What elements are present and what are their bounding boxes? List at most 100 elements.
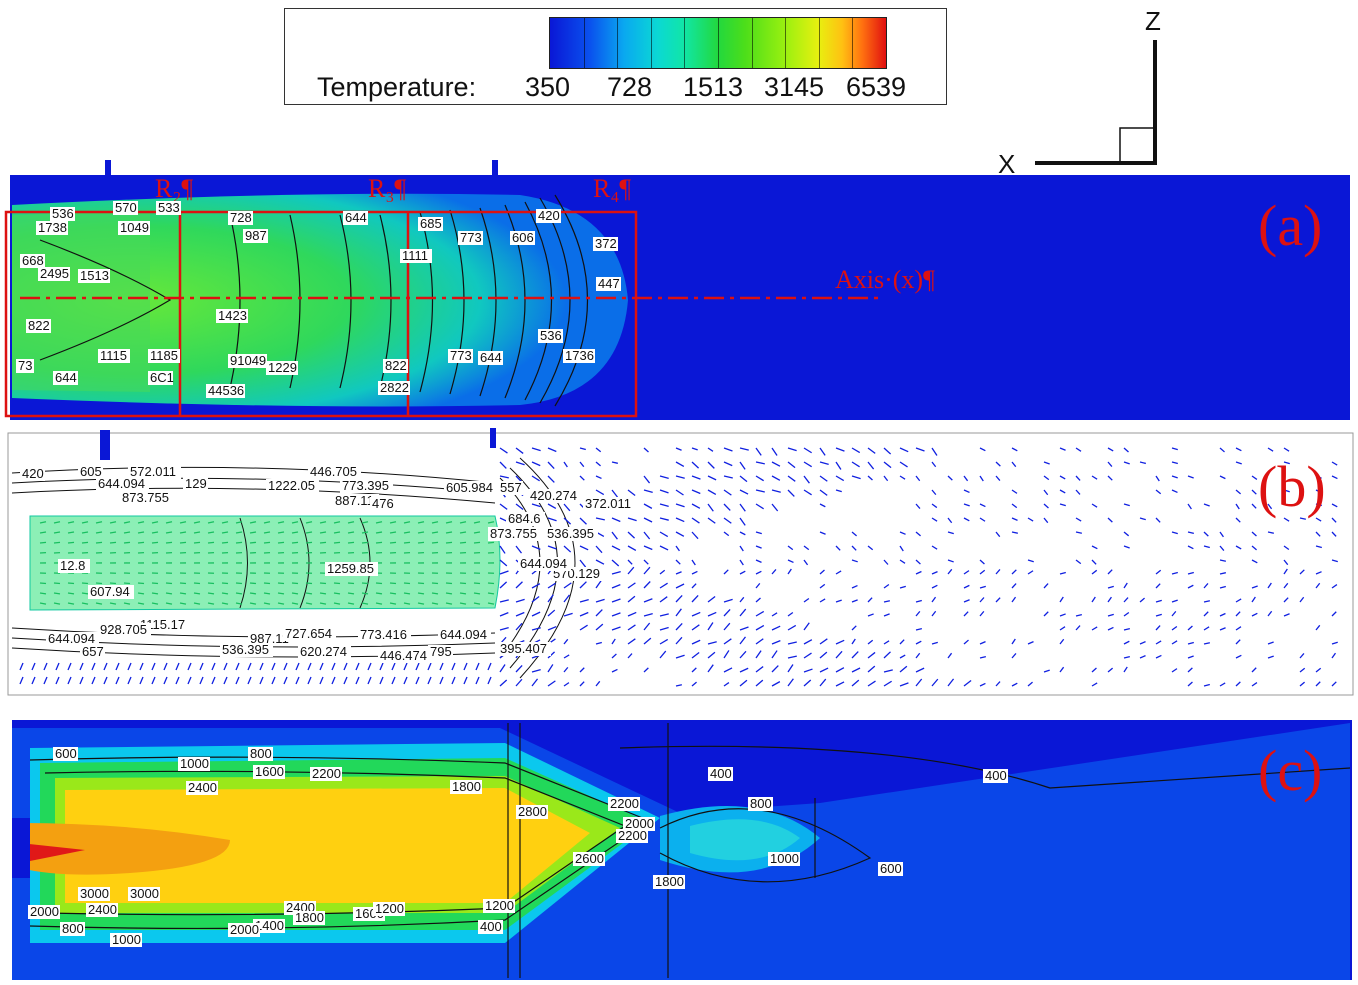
velocity-vector: [445, 541, 453, 544]
velocity-vector: [163, 676, 168, 685]
velocity-vector: [707, 461, 715, 469]
velocity-vector: [819, 598, 826, 603]
contour-label: 644.094: [48, 631, 95, 646]
velocity-vector: [1235, 489, 1242, 495]
velocity-vector: [1267, 503, 1273, 510]
velocity-vector: [95, 541, 103, 544]
velocity-vector: [563, 517, 572, 525]
velocity-vector: [643, 545, 653, 551]
velocity-vector: [1299, 653, 1305, 659]
contour-label: 1736: [565, 348, 594, 363]
velocity-vector: [755, 447, 762, 456]
velocity-vector: [739, 545, 744, 552]
velocity-vector: [595, 580, 602, 589]
contour-label: 420: [22, 466, 44, 481]
velocity-vector: [1219, 447, 1225, 453]
velocity-vector: [417, 531, 425, 534]
velocity-vector: [547, 680, 556, 687]
velocity-vector: [1075, 475, 1081, 481]
velocity-vector: [1171, 475, 1178, 479]
velocity-vector: [899, 665, 908, 673]
velocity-vector: [547, 594, 554, 603]
velocity-vector: [473, 531, 481, 534]
velocity-vector: [787, 641, 797, 645]
velocity-vector: [515, 622, 523, 631]
velocity-vector: [931, 610, 937, 617]
velocity-vector: [1155, 654, 1162, 659]
velocity-vector: [67, 662, 72, 671]
velocity-vector: [1107, 585, 1114, 589]
velocity-vector: [1171, 461, 1178, 465]
contour-label: 2200: [610, 796, 639, 811]
contour-label-background: [228, 923, 260, 937]
velocity-vector: [851, 447, 861, 454]
temperature-legend: Temperature: 350 728 1513 3145 6539: [284, 8, 947, 105]
contour-label-background: [516, 805, 548, 819]
velocity-vector: [1059, 475, 1066, 480]
velocity-vector: [835, 639, 845, 645]
velocity-vector: [755, 503, 764, 510]
velocity-vector: [691, 624, 700, 631]
contour-label-background: [708, 767, 733, 781]
velocity-vector: [277, 521, 285, 524]
velocity-vector: [1139, 597, 1145, 603]
velocity-vector: [347, 541, 355, 544]
velocity-vector: [899, 531, 906, 535]
velocity-vector: [1171, 571, 1178, 575]
velocity-vector: [771, 447, 778, 456]
velocity-vector: [417, 592, 425, 595]
contour-label-background: [26, 319, 51, 333]
velocity-vector: [193, 592, 201, 595]
contour-label-background: [450, 780, 482, 794]
velocity-vector: [659, 650, 667, 659]
velocity-vector: [123, 521, 131, 524]
velocity-vector: [1011, 447, 1018, 452]
velocity-vector: [499, 570, 509, 575]
velocity-vector: [1267, 447, 1274, 452]
velocity-vector: [175, 662, 180, 671]
velocity-vector: [361, 541, 369, 544]
contour-label: 570: [115, 200, 137, 215]
velocity-vector: [207, 521, 215, 524]
velocity-vector: [283, 676, 288, 685]
velocity-vector: [611, 571, 621, 575]
contour-label-background: [563, 349, 595, 363]
velocity-vector: [1235, 503, 1240, 510]
velocity-vector: [417, 541, 425, 544]
velocity-vector: [963, 639, 969, 645]
velocity-vector: [547, 651, 556, 659]
velocity-vector: [263, 531, 271, 534]
velocity-vector: [1107, 626, 1114, 631]
velocity-vector: [1219, 682, 1226, 687]
velocity-vector: [547, 503, 557, 509]
velocity-vector: [963, 517, 970, 522]
velocity-vector: [675, 559, 681, 565]
velocity-vector: [579, 559, 587, 568]
contour-label-background: [438, 628, 491, 642]
velocity-vector: [739, 608, 747, 617]
velocity-vector: [1091, 682, 1098, 687]
velocity-vector: [1203, 600, 1211, 603]
velocity-vector: [1027, 517, 1034, 522]
velocity-vector: [199, 662, 204, 671]
contour-label-background: [220, 643, 273, 657]
velocity-vector: [691, 594, 699, 603]
velocity-vector: [515, 503, 524, 510]
velocity-vector: [515, 664, 523, 673]
velocity-vector: [1011, 596, 1017, 603]
velocity-vector: [563, 594, 570, 603]
velocity-vector: [1155, 489, 1162, 495]
velocity-vector: [563, 582, 572, 589]
velocity-vector: [771, 625, 781, 631]
velocity-vector: [1011, 503, 1018, 509]
velocity-vector: [127, 676, 132, 685]
contour-label: 372.011: [585, 496, 631, 511]
contour-label: 476: [372, 496, 394, 511]
velocity-vector: [723, 475, 733, 479]
velocity-vector: [95, 602, 103, 605]
velocity-vector: [835, 475, 845, 482]
contour-label: 1400: [255, 918, 284, 933]
contour-label-background: [20, 254, 45, 268]
contour-label-background: [378, 649, 431, 663]
velocity-vector: [707, 611, 717, 617]
